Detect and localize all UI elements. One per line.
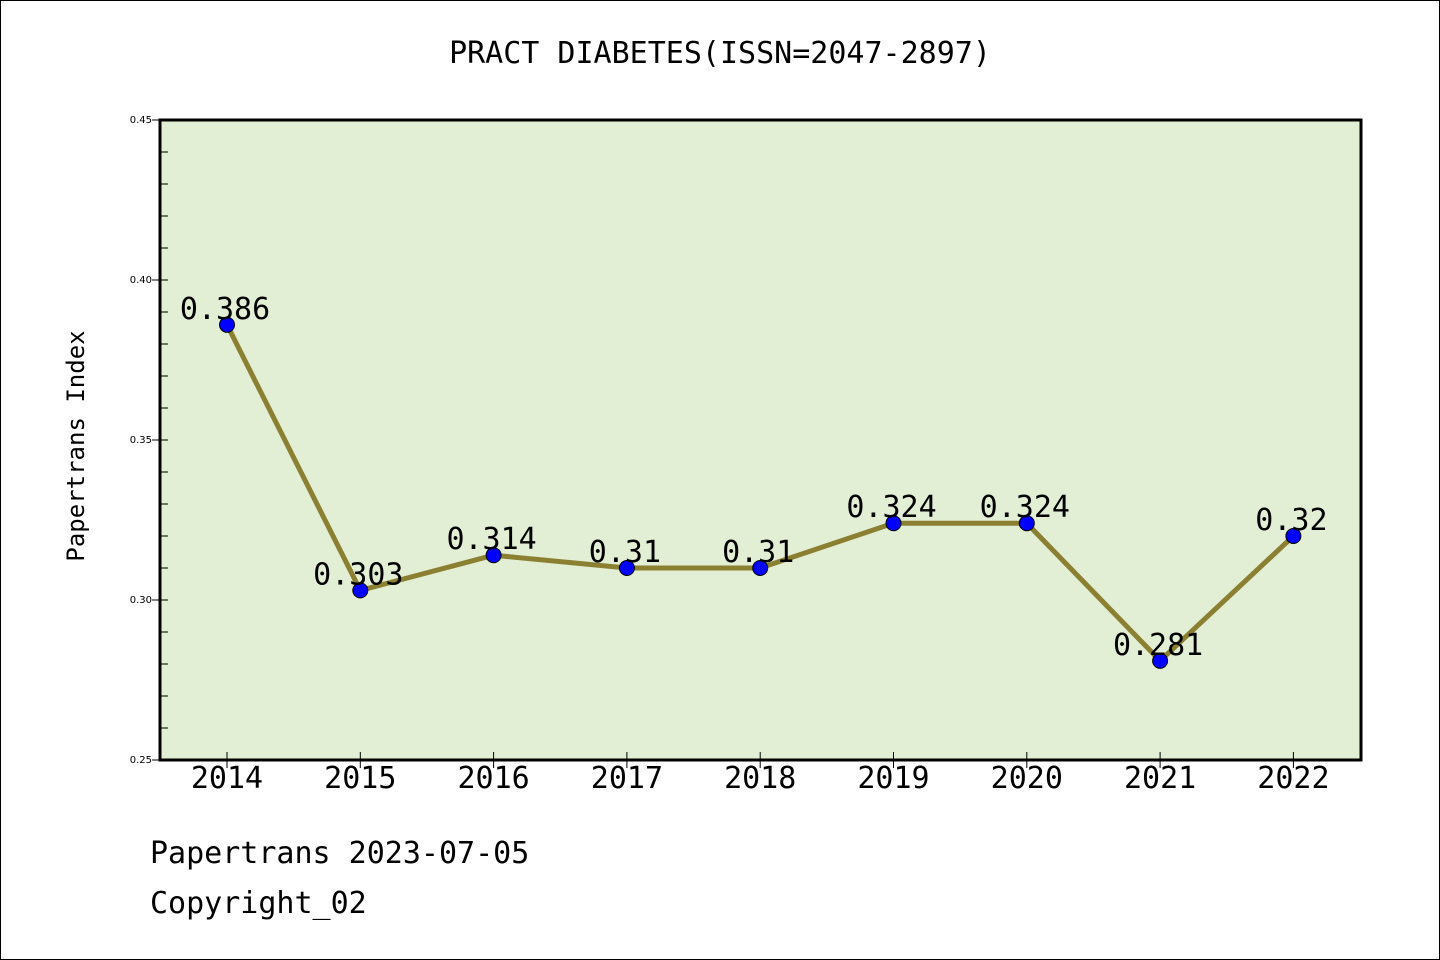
x-tick-label: 2016	[457, 761, 529, 796]
data-label: 0.32	[1255, 503, 1327, 538]
x-tick-label: 2021	[1124, 761, 1196, 796]
y-tick-label: 0.35	[130, 435, 152, 446]
data-point	[219, 316, 235, 333]
x-tick-label: 2022	[1257, 761, 1329, 796]
x-tick-label: 2020	[991, 761, 1063, 796]
y-tick-label: 0.30	[130, 595, 152, 606]
x-tick-label: 2015	[324, 761, 396, 796]
data-label: 0.303	[313, 557, 403, 592]
footer-copyright: Copyright_02	[150, 886, 367, 921]
plot-border	[158, 118, 1363, 762]
data-label: 0.386	[180, 292, 270, 327]
plot-area	[160, 120, 1361, 760]
data-point	[752, 560, 769, 576]
x-tick-label: 2014	[191, 761, 263, 796]
y-tick-label: 0.25	[130, 755, 152, 766]
data-point	[1285, 528, 1302, 544]
data-labels: 0.386 0.303 0.314 0.31 0.31 0.324 0.324 0.281 0.…	[180, 292, 1328, 663]
data-point	[352, 582, 369, 599]
x-tick-label: 2018	[724, 761, 796, 796]
x-tick-label: 2017	[591, 761, 663, 796]
data-point	[618, 560, 635, 576]
data-point	[485, 547, 502, 564]
data-point	[885, 515, 902, 532]
data-label: 0.314	[446, 522, 536, 557]
data-label: 0.281	[1113, 628, 1203, 663]
data-label: 0.31	[589, 535, 661, 570]
data-points	[219, 316, 1302, 669]
x-tick-label: 2019	[857, 761, 929, 796]
data-label: 0.324	[980, 490, 1070, 525]
chart-title: PRACT DIABETES(ISSN=2047-2897)	[449, 36, 991, 71]
data-point	[1018, 515, 1035, 532]
y-tick-label: 0.40	[130, 275, 152, 286]
y-tick-label: 0.45	[130, 115, 152, 126]
data-label: 0.31	[722, 535, 794, 570]
footer-source: Papertrans 2023-07-05	[150, 836, 530, 871]
data-label: 0.324	[846, 490, 936, 525]
x-axis: 2014 2015 2016 2017 2018 2019 2020 2021 2022	[191, 752, 1330, 796]
data-point	[1152, 652, 1169, 669]
